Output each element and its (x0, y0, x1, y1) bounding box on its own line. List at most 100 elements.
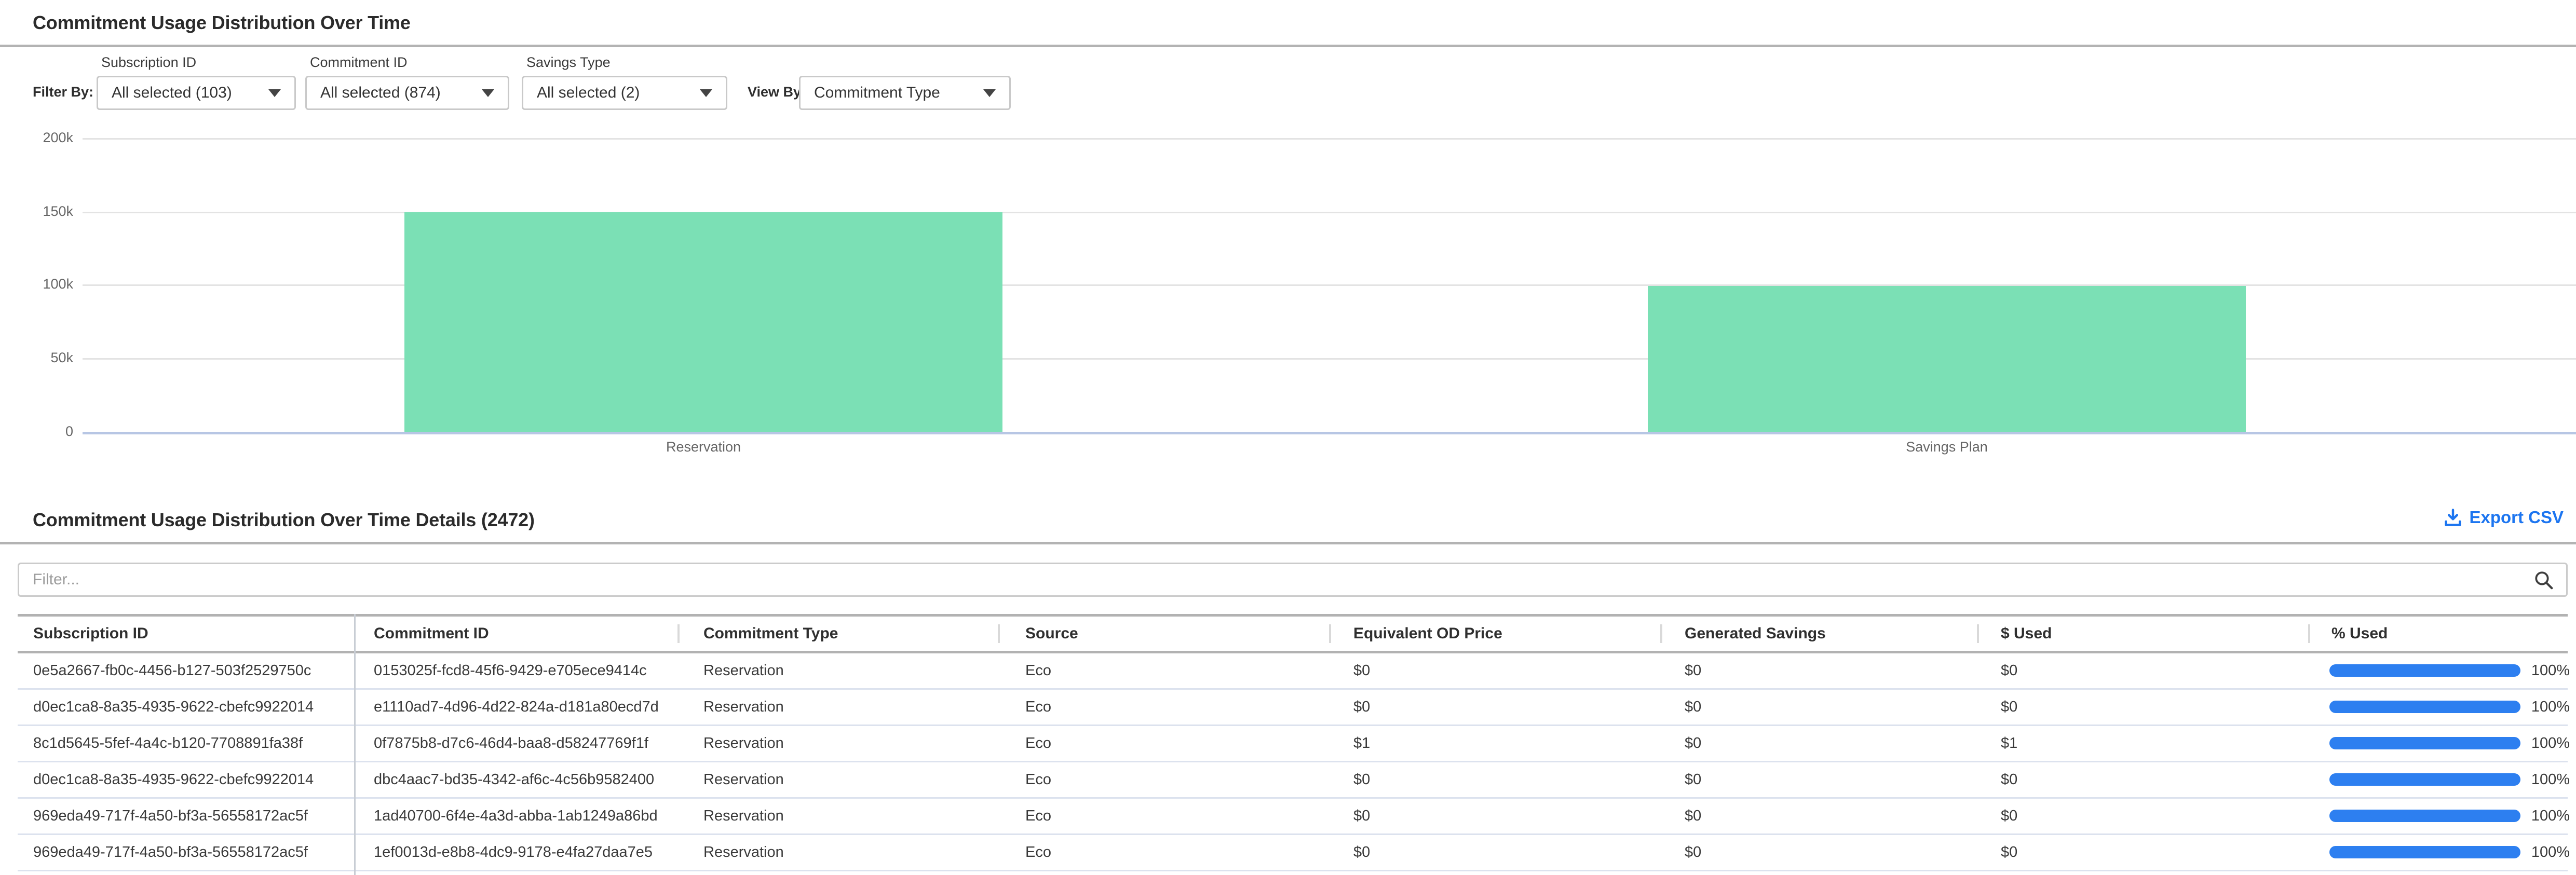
x-axis-label-savings-plan: Savings Plan (1906, 439, 1988, 455)
col-header-generated-savings[interactable]: Generated Savings (1685, 625, 1826, 642)
col-header-equivalent-od-price[interactable]: Equivalent OD Price (1353, 625, 1502, 642)
y-axis-tick: 200k (43, 130, 73, 145)
col-header-dollar-used[interactable]: $ Used (2001, 625, 2052, 642)
table-filter-input[interactable] (18, 563, 2568, 597)
subscription-column-border (354, 614, 356, 875)
col-header-pct-used[interactable]: % Used (2331, 625, 2388, 642)
view-by-label: View By: (748, 84, 806, 100)
row-separator (18, 761, 2568, 762)
export-csv-button[interactable]: Export CSV (2443, 508, 2564, 527)
title-divider (0, 45, 2576, 47)
table-row: 969eda49-717f-4a50-bf3a-56558172ac5f 1ad4… (18, 799, 2570, 833)
cell-equivalent-od-price: $0 (1353, 771, 1371, 788)
commitment-usage-bar-chart: 200k 150k 100k 50k 0 Reservation Savings… (43, 130, 2576, 455)
cell-commitment-id: 0153025f-fcd8-45f6-9429-e705ece9414c (374, 662, 647, 679)
cell-commitment-type: Reservation (703, 771, 784, 788)
col-header-source[interactable]: Source (1025, 625, 1078, 642)
cell-commitment-id: 1ad40700-6f4e-4a3d-abba-1ab1249a86bd (374, 808, 658, 824)
cell-used: $0 (2001, 771, 2018, 788)
cell-subscription-id: 969eda49-717f-4a50-bf3a-56558172ac5f (33, 808, 308, 824)
pct-used-progress-bar (2329, 846, 2520, 858)
export-csv-label: Export CSV (2469, 508, 2564, 527)
pct-used-progress-bar (2329, 737, 2520, 749)
pct-used-progress-bar (2329, 701, 2520, 713)
cell-subscription-id: d0ec1ca8-8a35-4935-9622-cbefc9922014 (33, 699, 314, 715)
y-axis-tick: 50k (50, 350, 73, 365)
row-separator (18, 833, 2568, 835)
row-separator (18, 688, 2568, 690)
cell-generated-savings: $0 (1685, 808, 1702, 824)
cell-equivalent-od-price: $1 (1353, 735, 1371, 751)
download-icon (2445, 509, 2462, 526)
pct-used-progress-bar (2329, 810, 2520, 822)
cell-subscription-id: 969eda49-717f-4a50-bf3a-56558172ac5f (33, 844, 308, 860)
details-divider (0, 542, 2576, 544)
subscription-id-dropdown[interactable]: All selected (103) (97, 76, 296, 110)
cell-source: Eco (1025, 808, 1051, 824)
subscription-id-dropdown-value: All selected (103) (112, 84, 232, 101)
header-column-divider (998, 624, 1000, 643)
cell-commitment-type: Reservation (703, 844, 784, 860)
col-header-commitment-id[interactable]: Commitment ID (374, 625, 489, 642)
cell-commitment-id: e1110ad7-4d96-4d22-824a-d181a80ecd7d (374, 699, 659, 715)
table-row: d0ec1ca8-8a35-4935-9622-cbefc9922014 dbc4… (18, 762, 2570, 797)
cell-subscription-id: 8c1d5645-5fef-4a4c-b120-7708891fa38f (33, 735, 303, 751)
cell-subscription-id: 0e5a2667-fb0c-4456-b127-503f2529750c (33, 662, 311, 679)
cell-equivalent-od-price: $0 (1353, 808, 1371, 824)
table-row: d0ec1ca8-8a35-4935-9622-cbefc9922014 e111… (18, 690, 2570, 724)
chevron-down-icon (482, 89, 494, 97)
cell-source: Eco (1025, 735, 1051, 751)
cell-pct-used: 100% (2531, 699, 2570, 715)
page-title: Commitment Usage Distribution Over Time (33, 12, 411, 33)
cell-commitment-type: Reservation (703, 662, 784, 679)
cell-pct-used: 100% (2531, 844, 2570, 860)
cell-pct-used: 100% (2531, 735, 2570, 751)
savings-type-dropdown-value: All selected (2) (537, 84, 640, 101)
details-title: Commitment Usage Distribution Over Time … (33, 509, 535, 530)
header-column-divider (1977, 624, 1979, 643)
cell-used: $0 (2001, 662, 2018, 679)
filter-by-label: Filter By: (33, 84, 94, 100)
cell-source: Eco (1025, 662, 1051, 679)
cell-used: $1 (2001, 735, 2018, 751)
table-row: 0e5a2667-fb0c-4456-b127-503f2529750c 0153… (18, 653, 2570, 688)
cell-pct-used: 100% (2531, 662, 2570, 679)
commitment-id-dropdown[interactable]: All selected (874) (305, 76, 509, 110)
col-header-commitment-type[interactable]: Commitment Type (703, 625, 838, 642)
header-column-divider (1660, 624, 1662, 643)
search-icon[interactable] (2533, 570, 2554, 591)
x-axis-line (83, 432, 2576, 434)
cell-equivalent-od-price: $0 (1353, 699, 1371, 715)
table-row: 8c1d5645-5fef-4a4c-b120-7708891fa38f 0f78… (18, 726, 2570, 761)
table-header-row: Subscription ID Commitment ID Commitment… (18, 614, 2568, 653)
savings-type-dropdown[interactable]: All selected (2) (522, 76, 727, 110)
gridline-200k (83, 138, 2576, 140)
subscription-id-filter-label: Subscription ID (101, 54, 197, 70)
commitment-id-dropdown-value: All selected (874) (320, 84, 441, 101)
header-column-divider (677, 624, 680, 643)
col-header-subscription-id[interactable]: Subscription ID (33, 625, 148, 642)
cell-equivalent-od-price: $0 (1353, 844, 1371, 860)
view-by-dropdown[interactable]: Commitment Type (799, 76, 1011, 110)
cell-source: Eco (1025, 771, 1051, 788)
cell-generated-savings: $0 (1685, 662, 1702, 679)
y-axis-tick: 100k (43, 276, 73, 292)
cell-pct-used: 100% (2531, 771, 2570, 788)
cell-commitment-id: dbc4aac7-bd35-4342-af6c-4c56b9582400 (374, 771, 655, 788)
row-separator (18, 797, 2568, 799)
pct-used-progress-bar (2329, 773, 2520, 786)
cell-generated-savings: $0 (1685, 844, 1702, 860)
y-axis-tick: 0 (65, 423, 73, 439)
cell-used: $0 (2001, 699, 2018, 715)
commitment-id-filter-label: Commitment ID (310, 54, 408, 70)
cell-generated-savings: $0 (1685, 771, 1702, 788)
x-axis-label-reservation: Reservation (666, 439, 741, 455)
header-column-divider (1329, 624, 1331, 643)
cell-commitment-id: 1ef0013d-e8b8-4dc9-9178-e4fa27daa7e5 (374, 844, 653, 860)
row-separator (18, 724, 2568, 726)
bar-savings-plan (1648, 286, 2246, 432)
savings-type-filter-label: Savings Type (526, 54, 611, 70)
cell-subscription-id: d0ec1ca8-8a35-4935-9622-cbefc9922014 (33, 771, 314, 788)
cell-equivalent-od-price: $0 (1353, 662, 1371, 679)
chevron-down-icon (983, 89, 996, 97)
